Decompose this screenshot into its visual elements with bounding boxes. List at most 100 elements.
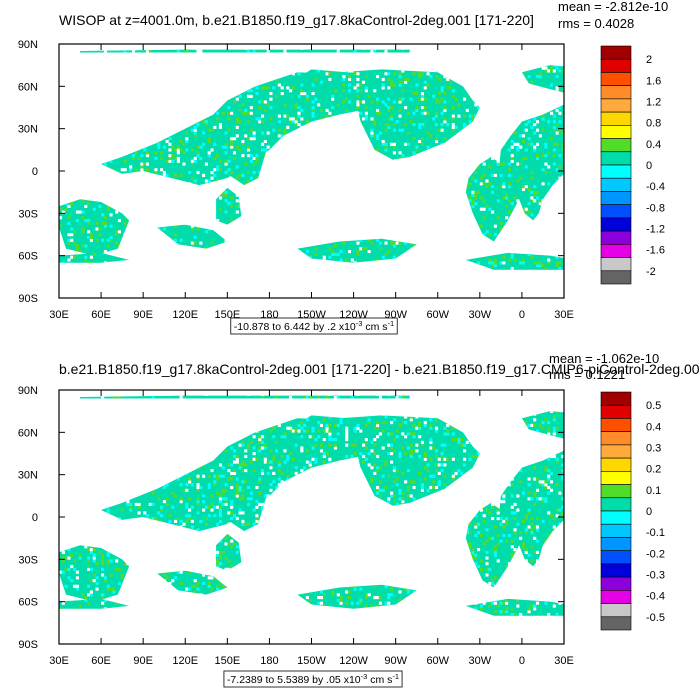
grid-cell — [98, 227, 102, 231]
grid-cell — [227, 117, 231, 121]
grid-cell — [392, 83, 396, 87]
grid-cell — [241, 142, 245, 146]
grid-cell — [521, 207, 526, 211]
grid-cell — [106, 550, 110, 554]
grid-cell — [552, 154, 556, 158]
grid-cell — [154, 517, 158, 521]
grid-cell — [491, 261, 495, 265]
grid-cell — [533, 123, 537, 127]
grid-cell — [505, 193, 509, 197]
grid-cell — [89, 579, 93, 583]
grid-cell — [182, 142, 186, 146]
grid-cell — [235, 517, 239, 521]
grid-cell — [168, 581, 172, 586]
grid-cell — [196, 171, 200, 175]
grid-cell — [373, 89, 377, 93]
grid-cell — [524, 514, 528, 518]
grid-cell — [412, 590, 416, 594]
grid-cell — [384, 241, 388, 245]
grid-cell — [109, 213, 113, 217]
grid-cell — [485, 567, 489, 571]
grid-cell — [488, 261, 492, 265]
grid-cell — [434, 75, 439, 79]
grid-cell — [216, 168, 220, 172]
grid-cell — [507, 162, 511, 166]
grid-cell — [423, 106, 427, 110]
grid-cell — [533, 261, 537, 265]
grid-cell — [59, 207, 63, 211]
grid-cell — [530, 517, 534, 521]
grid-cell — [230, 196, 234, 200]
x-tick-label: 120W — [339, 309, 368, 321]
grid-cell — [218, 123, 223, 127]
grid-cell — [547, 533, 551, 538]
grid-cell — [204, 517, 208, 521]
grid-cell — [547, 258, 551, 262]
grid-cell — [115, 241, 119, 245]
grid-cell — [224, 159, 228, 163]
grid-cell — [89, 548, 93, 552]
grid-cell — [524, 550, 528, 554]
grid-cell — [263, 100, 267, 104]
grid-cell — [179, 519, 183, 523]
grid-cell — [227, 128, 231, 132]
grid-cell — [300, 83, 304, 87]
grid-cell — [339, 258, 343, 262]
y-tick-label: 30S — [18, 208, 38, 220]
grid-cell — [485, 550, 489, 554]
grid-cell — [235, 125, 239, 129]
grid-cell — [418, 123, 422, 127]
grid-cell — [524, 517, 528, 521]
grid-cell — [261, 114, 265, 118]
grid-cell — [547, 151, 551, 155]
grid-cell — [535, 539, 540, 543]
grid-cell — [412, 72, 416, 76]
grid-cell — [505, 598, 509, 602]
grid-cell — [544, 154, 548, 158]
grid-cell — [544, 266, 548, 270]
grid-cell — [443, 91, 447, 96]
grid-cell — [207, 154, 211, 158]
grid-cell — [89, 567, 93, 571]
grid-cell — [277, 83, 281, 87]
grid-cell — [213, 514, 217, 518]
grid-cell — [347, 250, 352, 254]
grid-cell — [530, 545, 534, 549]
grid-cell — [230, 137, 234, 141]
grid-cell — [179, 139, 183, 144]
grid-cell — [384, 145, 388, 149]
grid-cell — [364, 117, 368, 121]
grid-cell — [398, 598, 402, 602]
grid-cell — [255, 91, 259, 96]
grid-cell — [157, 145, 161, 149]
grid-cell — [84, 244, 88, 248]
grid-cell — [109, 159, 113, 163]
grid-cell — [238, 173, 242, 177]
grid-cell — [547, 120, 551, 124]
grid-cell — [235, 204, 239, 208]
colorbar-swatch — [600, 72, 632, 86]
grid-cell — [505, 517, 509, 521]
grid-cell — [420, 111, 425, 115]
grid-cell — [552, 148, 556, 152]
x-tick-label: 120E — [172, 309, 198, 321]
grid-cell — [106, 562, 110, 566]
grid-cell — [207, 139, 211, 144]
colorbar-swatch — [600, 58, 632, 73]
grid-cell — [465, 258, 469, 262]
grid-cell — [249, 106, 253, 110]
grid-cell — [255, 117, 259, 121]
grid-cell — [420, 123, 425, 127]
grid-cell — [101, 573, 105, 577]
grid-cell — [246, 137, 251, 141]
grid-cell — [412, 244, 416, 248]
grid-cell — [252, 137, 256, 141]
grid-cell — [513, 142, 517, 146]
grid-cell — [477, 165, 481, 169]
grid-cell — [331, 94, 335, 98]
grid-cell — [415, 106, 419, 110]
grid-cell — [482, 182, 486, 186]
grid-cell — [457, 114, 461, 118]
grid-cell — [440, 123, 444, 127]
grid-cell — [502, 261, 506, 265]
